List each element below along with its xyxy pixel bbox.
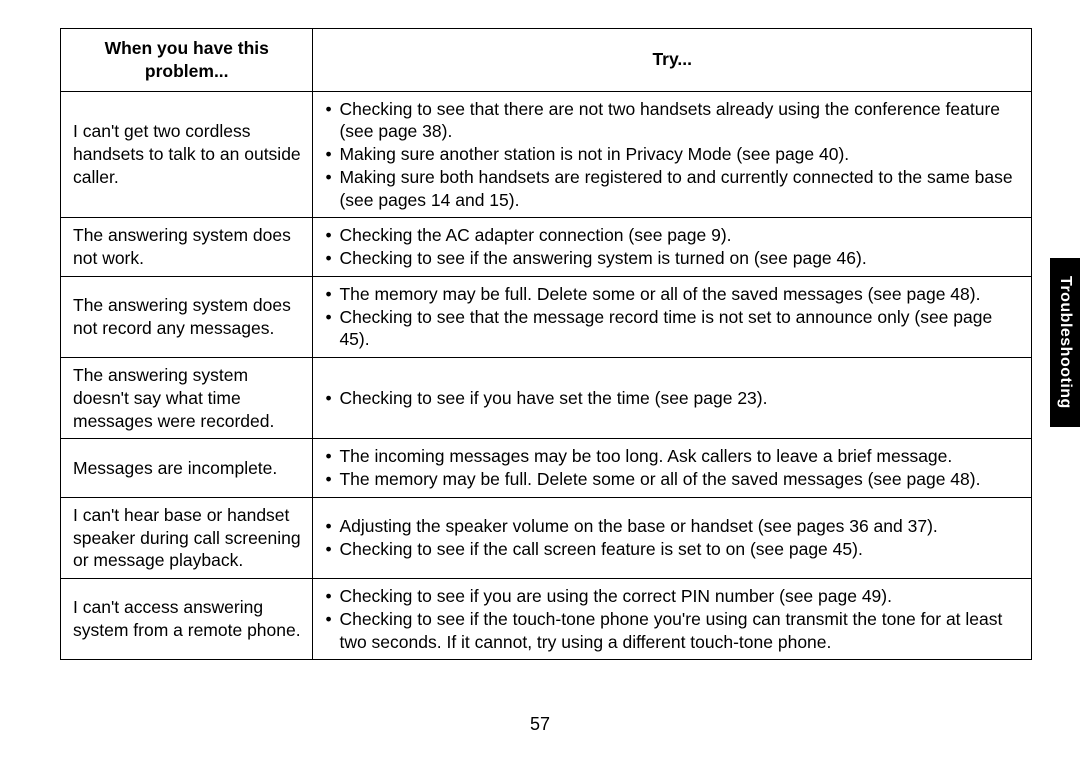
try-item: Checking to see that there are not two h…: [339, 98, 1021, 144]
table-header-row: When you have this problem... Try...: [61, 29, 1032, 92]
try-item: The memory may be full. Delete some or a…: [339, 468, 1021, 491]
table-row: The answering system does not record any…: [61, 276, 1032, 357]
try-cell: The incoming messages may be too long. A…: [313, 439, 1032, 498]
section-tab: Troubleshooting: [1050, 258, 1080, 427]
try-item: Checking to see if you are using the cor…: [339, 585, 1021, 608]
try-item: The incoming messages may be too long. A…: [339, 445, 1021, 468]
try-cell: Adjusting the speaker volume on the base…: [313, 497, 1032, 578]
problem-cell: The answering system doesn't say what ti…: [61, 358, 313, 439]
header-problem: When you have this problem...: [61, 29, 313, 92]
try-list: The memory may be full. Delete some or a…: [321, 283, 1021, 351]
table-row: The answering system doesn't say what ti…: [61, 358, 1032, 439]
try-item: The memory may be full. Delete some or a…: [339, 283, 1021, 306]
try-item: Checking to see if the call screen featu…: [339, 538, 1021, 561]
try-item: Making sure another station is not in Pr…: [339, 143, 1021, 166]
try-list: Checking to see that there are not two h…: [321, 98, 1021, 212]
table-row: I can't get two cordless handsets to tal…: [61, 91, 1032, 218]
table-row: I can't access answering system from a r…: [61, 579, 1032, 660]
try-list: Checking the AC adapter connection (see …: [321, 224, 1021, 270]
try-item: Making sure both handsets are registered…: [339, 166, 1021, 212]
try-cell: Checking to see that there are not two h…: [313, 91, 1032, 218]
try-item: Adjusting the speaker volume on the base…: [339, 515, 1021, 538]
problem-cell: The answering system does not record any…: [61, 276, 313, 357]
page-number: 57: [0, 714, 1080, 735]
try-item: Checking to see that the message record …: [339, 306, 1021, 352]
problem-cell: The answering system does not work.: [61, 218, 313, 277]
problem-cell: I can't hear base or handset speaker dur…: [61, 497, 313, 578]
try-item: Checking the AC adapter connection (see …: [339, 224, 1021, 247]
try-cell: Checking the AC adapter connection (see …: [313, 218, 1032, 277]
try-list: Checking to see if you have set the time…: [321, 387, 1021, 410]
try-item: Checking to see if the answering system …: [339, 247, 1021, 270]
table-row: The answering system does not work. Check…: [61, 218, 1032, 277]
problem-cell: I can't access answering system from a r…: [61, 579, 313, 660]
try-list: Checking to see if you are using the cor…: [321, 585, 1021, 653]
try-list: The incoming messages may be too long. A…: [321, 445, 1021, 491]
table-row: I can't hear base or handset speaker dur…: [61, 497, 1032, 578]
problem-cell: Messages are incomplete.: [61, 439, 313, 498]
page: When you have this problem... Try... I c…: [0, 0, 1080, 759]
troubleshooting-table: When you have this problem... Try... I c…: [60, 28, 1032, 660]
table-row: Messages are incomplete. The incoming mes…: [61, 439, 1032, 498]
try-cell: Checking to see if you have set the time…: [313, 358, 1032, 439]
try-cell: The memory may be full. Delete some or a…: [313, 276, 1032, 357]
try-item: Checking to see if the touch-tone phone …: [339, 608, 1021, 654]
header-try: Try...: [313, 29, 1032, 92]
problem-cell: I can't get two cordless handsets to tal…: [61, 91, 313, 218]
try-item: Checking to see if you have set the time…: [339, 387, 1021, 410]
try-cell: Checking to see if you are using the cor…: [313, 579, 1032, 660]
try-list: Adjusting the speaker volume on the base…: [321, 515, 1021, 561]
